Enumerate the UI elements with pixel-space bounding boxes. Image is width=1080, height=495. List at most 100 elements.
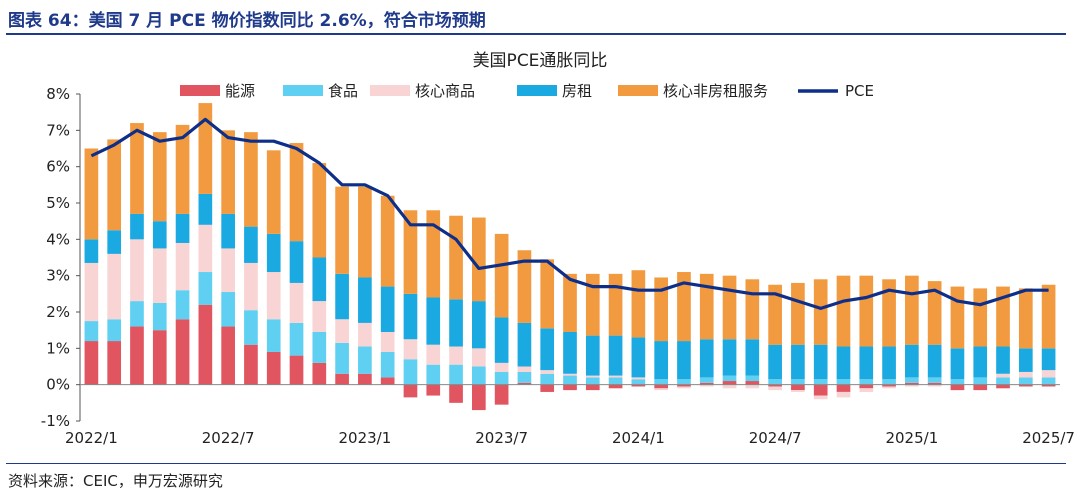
- bar-segment-energy: [380, 377, 395, 385]
- bar-segment-rent: [472, 301, 486, 349]
- bar-segment-food: [654, 379, 668, 385]
- bar-segment-core-goods: [426, 344, 441, 365]
- x-axis: 2022/1 2022/7 2023/1 2023/7 2024/1 2024/7 2025…: [65, 384, 1075, 447]
- bar-segment-food: [130, 301, 144, 327]
- bar-segment-energy: [631, 384, 646, 387]
- bar-segment-core-goods: [768, 386, 782, 391]
- bar-segment-core-goods: [130, 239, 144, 302]
- bar-segment-core-services: [836, 275, 851, 347]
- chart-title: 美国PCE通胀同比: [473, 51, 608, 71]
- bar-segment-core-services: [266, 150, 281, 234]
- bar-segment-core-services: [426, 210, 441, 298]
- x-tick-label: 2024/7: [749, 429, 802, 447]
- bar-segment-core-goods: [791, 390, 805, 392]
- bar-segment-core-goods: [152, 248, 167, 303]
- legend-swatch-core-services: [618, 85, 658, 96]
- bar-segment-rent: [1041, 348, 1056, 371]
- bar-segment-food: [152, 302, 167, 331]
- bar-segment-core-goods: [472, 348, 486, 367]
- bar-segment-energy: [677, 384, 691, 387]
- bar-segment-rent: [722, 339, 737, 376]
- bar-segment-energy: [266, 351, 281, 385]
- bar-segment-energy: [289, 355, 304, 385]
- bar-segment-core-services: [221, 130, 235, 214]
- bar-segment-food: [403, 359, 418, 385]
- bar-segment-core-goods: [198, 224, 213, 273]
- bar-segment-energy: [950, 384, 965, 391]
- bar-segment-rent: [266, 233, 281, 273]
- bar-segment-food: [1041, 377, 1056, 385]
- bar-segment-core-goods: [859, 388, 874, 392]
- bar-segment-core-goods: [380, 331, 395, 352]
- bar-segment-energy: [768, 384, 782, 387]
- bar-segment-core-services: [494, 233, 509, 318]
- bar-segment-energy: [540, 384, 555, 392]
- bar-segment-core-services: [130, 123, 144, 214]
- bar-segment-core-services: [950, 286, 965, 349]
- bar-segment-food: [563, 375, 577, 385]
- y-tick-label: 4%: [46, 230, 70, 248]
- bar-segment-rent: [882, 346, 896, 380]
- bar-segment-food: [175, 290, 190, 320]
- bar-segment-energy: [859, 384, 874, 389]
- legend-label: 食品: [328, 82, 358, 100]
- bar-segment-core-services: [1041, 284, 1056, 349]
- bar-segment-core-services: [859, 275, 874, 347]
- bar-segment-core-services: [244, 132, 258, 227]
- bar-segment-rent: [905, 344, 919, 378]
- y-tick-label: 7%: [46, 121, 70, 139]
- bar-segment-core-services: [745, 279, 760, 340]
- bar-segment-food: [358, 346, 372, 374]
- bar-segment-core-services: [996, 286, 1010, 347]
- bar-segment-core-services: [289, 143, 304, 242]
- bar-segment-core-services: [905, 275, 919, 345]
- bar-segment-core-services: [517, 250, 532, 323]
- bar-segment-food: [244, 310, 258, 345]
- y-tick-label: 6%: [46, 158, 70, 176]
- bar-segment-food: [631, 379, 646, 385]
- legend-swatch-energy: [180, 85, 220, 96]
- bar-segment-food: [699, 377, 714, 383]
- bar-segment-energy: [973, 384, 988, 391]
- bar-segment-rent: [836, 346, 851, 380]
- bar-segment-core-goods: [175, 242, 190, 291]
- bar-segment-core-goods: [449, 346, 463, 365]
- bar-segment-rent: [540, 328, 555, 371]
- bar-segment-core-goods: [221, 248, 235, 293]
- bar-segment-core-goods: [266, 272, 281, 320]
- legend: 能源 食品 核心商品 房租 核心非房租服务 PCE: [180, 82, 874, 100]
- bar-segment-core-goods: [813, 395, 828, 400]
- y-tick-label: 2%: [46, 303, 70, 321]
- bar-segment-core-services: [449, 215, 463, 300]
- y-tick-label: 3%: [46, 267, 70, 285]
- bar-segment-energy: [358, 373, 372, 385]
- bar-segment-food: [221, 292, 235, 327]
- bar-segment-core-services: [813, 279, 828, 345]
- bar-segment-core-goods: [289, 282, 304, 323]
- bar-segment-core-goods: [745, 384, 760, 389]
- bar-segment-core-services: [107, 139, 122, 231]
- bar-segment-energy: [84, 341, 99, 385]
- bar-segment-energy: [836, 384, 851, 392]
- bar-segment-energy: [175, 319, 190, 385]
- bar-segment-food: [540, 373, 555, 385]
- y-axis: -1% 0% 1% 2% 3% 4% 5% 6% 7% 8%: [41, 85, 81, 430]
- bar-segment-energy: [882, 384, 896, 387]
- bar-segment-rent: [494, 317, 509, 363]
- y-tick-label: 8%: [46, 85, 70, 103]
- legend-label: PCE: [845, 82, 874, 100]
- y-tick-label: 5%: [46, 194, 70, 212]
- bar-segment-energy: [563, 384, 577, 391]
- y-tick-label: 0%: [46, 376, 70, 394]
- bar-segment-core-services: [380, 195, 395, 287]
- bar-segment-core-goods: [1041, 370, 1056, 378]
- bar-segment-food: [813, 379, 828, 385]
- bar-segment-core-services: [608, 273, 623, 336]
- bar-segment-core-services: [472, 217, 486, 302]
- bar-segment-energy: [813, 384, 828, 396]
- bar-segment-rent: [152, 221, 167, 249]
- bar-segment-rent: [107, 230, 122, 254]
- source-note: 资料来源：CEIC，申万宏源研究: [8, 472, 223, 490]
- title-rule: [6, 33, 1066, 35]
- bar-segment-food: [836, 379, 851, 385]
